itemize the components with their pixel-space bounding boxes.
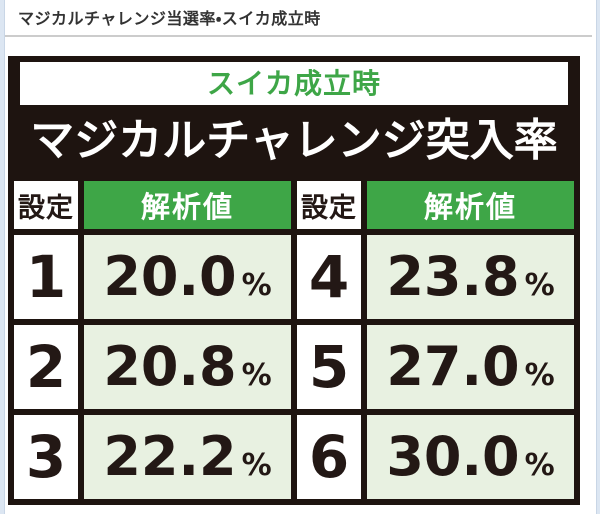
page-title: マジカルチャレンジ当選率・スイカ成立時: [18, 9, 321, 28]
table-grid: 設定 解析値 設定 解析値 1 20.0 % 4 23.8 % 2 20.8 %…: [14, 181, 574, 499]
setting-1-value-cell: 20.0 %: [84, 235, 291, 319]
table-subtitle: スイカ成立時: [20, 62, 568, 105]
setting-3-value-cell: 22.2 %: [84, 415, 291, 499]
setting-3-value: 22.2: [103, 425, 237, 488]
page-edge-left: [0, 0, 5, 514]
percent-sign: %: [241, 268, 272, 303]
percent-sign: %: [241, 448, 272, 483]
header-setting-right: 設定: [297, 181, 361, 229]
percent-sign: %: [524, 268, 555, 303]
setting-4-value-cell: 23.8 %: [367, 235, 574, 319]
header-value-left: 解析値: [84, 181, 291, 229]
setting-4-value: 23.8: [386, 245, 520, 308]
setting-1-value: 20.0: [103, 245, 237, 308]
setting-2-value-cell: 20.8 %: [84, 325, 291, 409]
setting-4-cell: 4: [297, 235, 361, 319]
setting-5-value: 27.0: [386, 335, 520, 398]
heading-divider: [5, 35, 592, 37]
setting-2-cell: 2: [14, 325, 78, 409]
setting-6-value-cell: 30.0 %: [367, 415, 574, 499]
setting-6-cell: 6: [297, 415, 361, 499]
setting-6-value: 30.0: [386, 425, 520, 488]
percent-sign: %: [241, 358, 272, 393]
setting-1-cell: 1: [14, 235, 78, 319]
header-setting-left: 設定: [14, 181, 78, 229]
suika-rate-table: スイカ成立時 マジカルチャレンジ突入率 設定 解析値 設定 解析値 1 20.0…: [8, 56, 580, 505]
setting-2-value: 20.8: [103, 335, 237, 398]
setting-3-cell: 3: [14, 415, 78, 499]
setting-5-cell: 5: [297, 325, 361, 409]
percent-sign: %: [524, 448, 555, 483]
table-title: マジカルチャレンジ突入率: [14, 105, 574, 177]
header-value-right: 解析値: [367, 181, 574, 229]
percent-sign: %: [524, 358, 555, 393]
page-edge-right: [596, 0, 600, 514]
setting-5-value-cell: 27.0 %: [367, 325, 574, 409]
